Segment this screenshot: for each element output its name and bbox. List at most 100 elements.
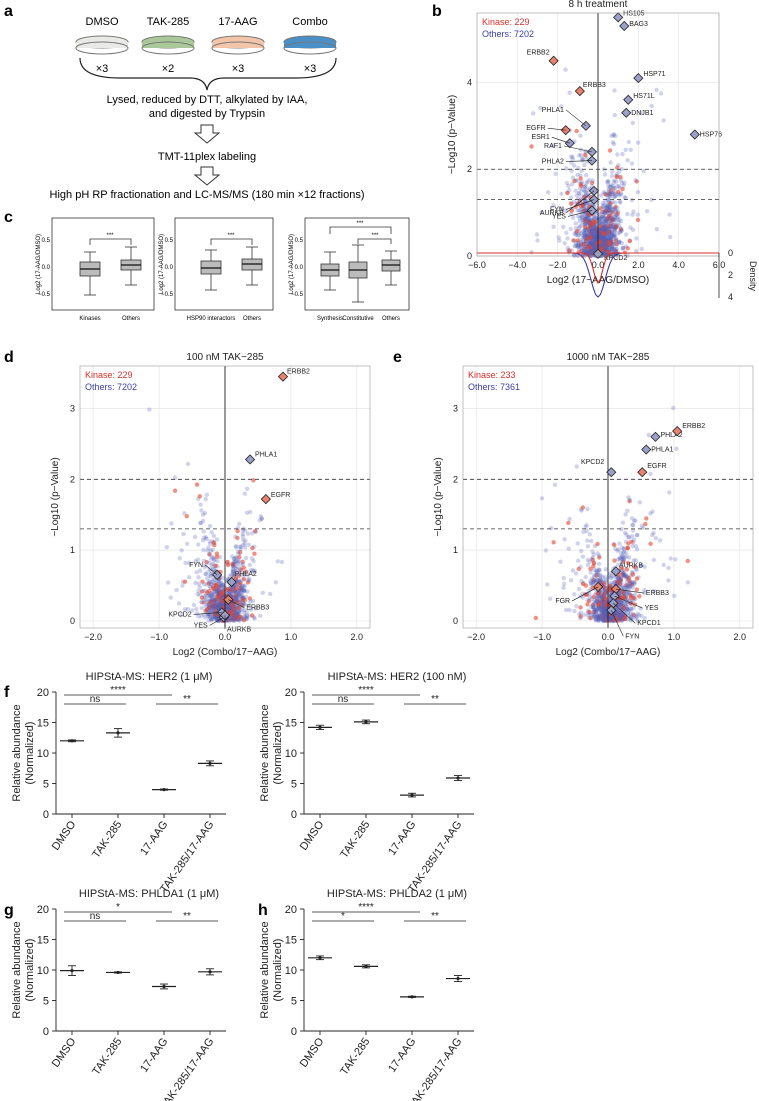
other-point — [198, 520, 204, 526]
point-label: PHLA2 — [542, 159, 564, 166]
other-point — [209, 616, 214, 622]
other-point — [595, 231, 600, 237]
step3-text: High pH RP fractionation and LC-MS/MS (1… — [50, 189, 365, 201]
other-point — [603, 567, 608, 572]
kinase-point — [576, 566, 581, 572]
other-point — [612, 234, 617, 239]
other-point — [580, 158, 585, 163]
other-point — [612, 228, 618, 233]
other-point — [557, 238, 562, 243]
dish-dmso: DMSO ×3 — [75, 16, 129, 75]
highlighted-point — [613, 12, 624, 23]
other-point — [619, 545, 625, 550]
other-point — [236, 569, 242, 575]
other-point — [625, 607, 630, 612]
other-point — [570, 157, 576, 162]
merge-brace — [79, 57, 337, 91]
kinase-point — [233, 586, 239, 591]
other-point — [666, 578, 671, 583]
x-tick-label: DMSO — [298, 818, 327, 852]
other-point — [600, 243, 606, 248]
other-point — [616, 606, 622, 612]
other-point — [208, 548, 214, 553]
other-point — [613, 192, 618, 197]
other-point — [606, 179, 611, 185]
other-point — [230, 568, 235, 574]
other-point — [625, 606, 631, 611]
other-point — [245, 531, 251, 536]
kinase-point — [634, 179, 639, 184]
other-point — [619, 527, 624, 532]
other-point — [209, 556, 214, 561]
kinase-point — [607, 229, 612, 235]
other-point — [568, 226, 573, 232]
kinase-point — [565, 190, 570, 196]
other-point — [671, 405, 676, 411]
other-point — [604, 203, 610, 209]
other-point — [244, 609, 250, 615]
highlighted-point — [226, 576, 237, 588]
x-axis-label: Log2 (Combo/17−AAG) — [556, 647, 661, 658]
other-point — [240, 583, 245, 588]
other-point — [612, 186, 617, 191]
other-point — [235, 572, 240, 577]
other-point — [209, 530, 214, 535]
data-point — [364, 964, 368, 968]
other-point — [195, 557, 201, 562]
legend-kinase: Kinase: 229 — [85, 370, 133, 380]
other-point — [610, 241, 616, 247]
kinase-point — [247, 596, 253, 601]
label-leader — [209, 617, 224, 626]
other-point — [589, 241, 595, 246]
plot-border — [79, 365, 371, 629]
other-point — [239, 583, 244, 588]
other-point — [600, 201, 605, 206]
kinase-point — [610, 210, 615, 215]
other-point — [210, 595, 215, 600]
other-point — [180, 583, 185, 588]
other-point — [580, 156, 585, 161]
dish-label: DMSO — [86, 16, 119, 28]
other-point — [616, 220, 621, 225]
other-point — [622, 585, 627, 590]
other-point — [615, 557, 621, 562]
c-xlabel: Others — [122, 316, 140, 322]
kinase-point — [591, 602, 596, 608]
other-point — [620, 151, 625, 157]
other-point — [634, 533, 639, 538]
other-point — [219, 582, 224, 587]
kinase-point — [621, 572, 626, 578]
other-point — [592, 227, 597, 233]
other-point — [211, 591, 216, 597]
y-tick-label: 4 — [467, 77, 472, 87]
other-point — [570, 568, 576, 573]
other-point — [576, 191, 582, 196]
other-point — [217, 603, 222, 608]
other-point — [611, 234, 616, 240]
other-point — [625, 508, 630, 513]
x-tick-label: −2.0 — [467, 632, 485, 642]
other-point — [209, 563, 214, 568]
other-point — [584, 172, 589, 178]
kinase-point — [574, 229, 580, 234]
other-point — [185, 461, 191, 467]
other-point — [589, 240, 595, 246]
kinase-point — [582, 245, 588, 250]
kinase-point — [635, 217, 641, 223]
other-point — [242, 587, 247, 593]
other-point — [618, 229, 624, 234]
other-point — [574, 193, 579, 198]
other-point — [618, 579, 623, 584]
other-point — [582, 232, 588, 238]
other-point — [611, 206, 616, 211]
other-point — [590, 178, 595, 183]
dish-label: Combo — [292, 16, 327, 28]
kinase-point — [615, 189, 621, 195]
other-point — [202, 535, 207, 540]
other-point — [214, 615, 219, 621]
other-point — [227, 605, 232, 610]
other-point — [596, 568, 601, 573]
other-point — [608, 193, 613, 198]
panel-label-c: c — [4, 209, 13, 226]
kinase-point — [229, 612, 234, 617]
